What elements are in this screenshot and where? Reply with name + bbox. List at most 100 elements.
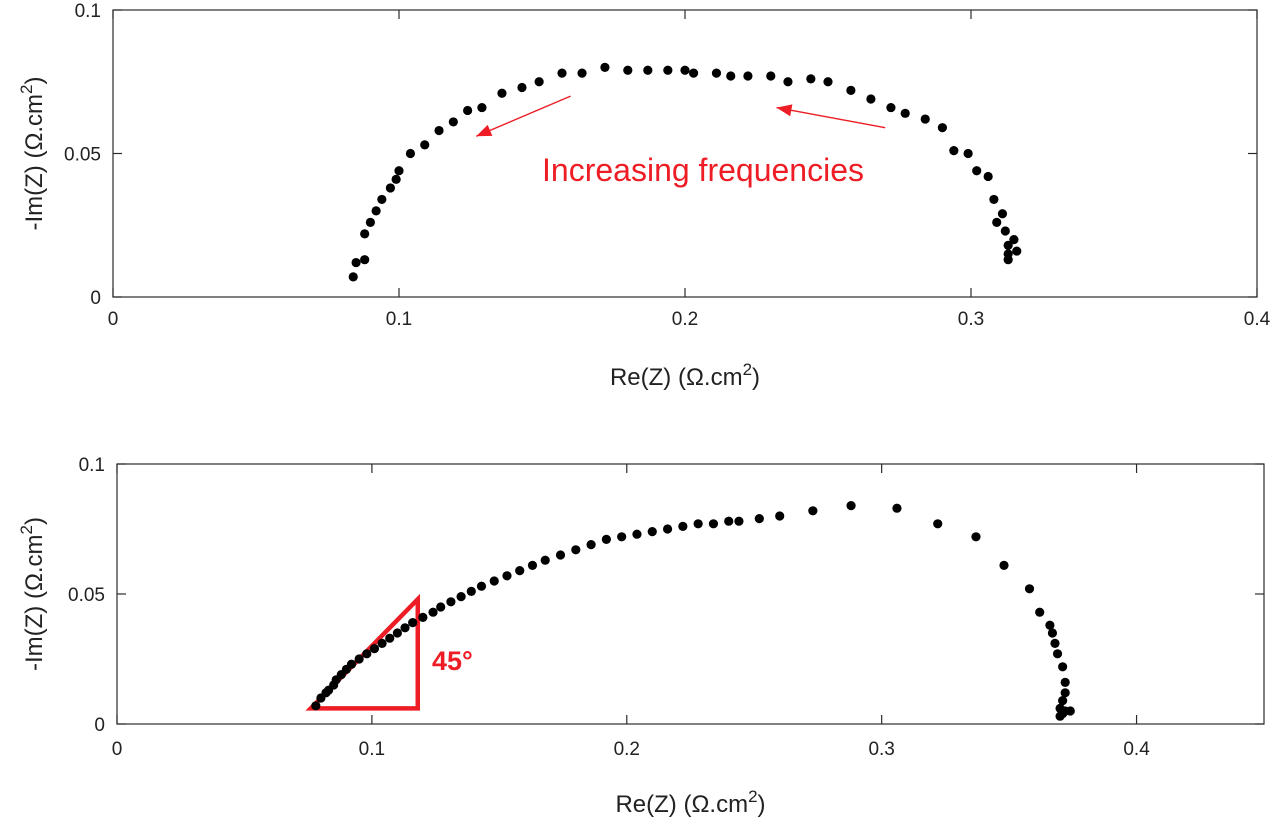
data-point (420, 140, 430, 150)
x-axis-label: Re(Z) (Ω.cm2) (610, 360, 760, 391)
top-chart: 0 0.1 0.2 0.3 0.4 0 0.05 0.1 Re(Z) (Ω.cm2) -Im(Z)… (17, 1, 1271, 391)
data-point (892, 503, 902, 513)
data-point (1060, 677, 1070, 688)
data-point (754, 514, 764, 524)
data-point (783, 77, 793, 87)
y-axis-label: -Im(Z) (Ω.cm2) (17, 517, 48, 671)
data-point (418, 612, 428, 623)
data-point (311, 701, 321, 711)
data-point (377, 638, 387, 649)
data-point (385, 183, 396, 193)
data-point (989, 194, 999, 205)
data-point (920, 114, 930, 124)
y-tick-label: 0.05 (68, 585, 105, 606)
data-point (527, 560, 538, 571)
data-point (466, 586, 476, 597)
data-point (1045, 620, 1055, 630)
data-point (726, 71, 736, 81)
angle-label: 45° (432, 646, 473, 676)
data-point (463, 105, 473, 116)
data-point (806, 74, 816, 84)
data-point (647, 527, 657, 537)
data-point (623, 65, 633, 75)
data-point (391, 174, 401, 184)
frequency-arrow (776, 106, 886, 129)
data-point (351, 257, 361, 268)
data-point (711, 68, 722, 78)
x-tick-label: 0.2 (672, 309, 698, 330)
data-point (866, 94, 876, 104)
data-point (502, 571, 512, 581)
data-point (693, 519, 703, 529)
data-point (617, 532, 627, 542)
data-point (808, 506, 818, 516)
data-point (1003, 255, 1013, 265)
data-point (775, 511, 785, 521)
data-point (1024, 584, 1035, 594)
x-tick-label: 0.1 (386, 309, 412, 330)
data-point (394, 166, 404, 176)
bottom-chart: 0 0.1 0.2 0.3 0.4 0 0.05 0.1 Re(Z) (Ω.cm2) -Im(Z)… (17, 455, 1265, 818)
data-point (734, 516, 744, 526)
data-point (346, 659, 357, 669)
data-point (1050, 638, 1060, 649)
data-point (362, 649, 372, 659)
data-point (724, 516, 734, 526)
plot-frame (112, 9, 1258, 298)
data-point (456, 592, 466, 602)
data-point (992, 217, 1002, 227)
data-point (571, 545, 581, 555)
data-point (823, 77, 833, 87)
data-point (1058, 709, 1068, 719)
data-point (1060, 688, 1070, 698)
data-point (448, 117, 458, 127)
x-tick-label: 0.1 (359, 739, 385, 760)
data-point (534, 77, 544, 87)
data-point (1065, 706, 1075, 716)
y-tick-label: 0 (94, 715, 105, 736)
data-point (1000, 226, 1010, 236)
data-point (348, 272, 358, 282)
data-point (540, 555, 550, 565)
data-point (662, 524, 673, 534)
data-point (371, 206, 381, 216)
data-point (900, 108, 910, 118)
data-point (632, 529, 642, 539)
x-tick-label: 0.3 (958, 309, 984, 330)
data-point (997, 209, 1008, 219)
x-axis-label: Re(Z) (Ω.cm2) (615, 787, 765, 818)
y-tick-label: 0.1 (79, 455, 105, 476)
data-point (972, 166, 982, 176)
arrow-head (776, 104, 793, 117)
data-point (643, 65, 653, 75)
data-point (971, 532, 981, 542)
data-point (688, 68, 699, 78)
data-point (360, 229, 370, 239)
data-point (405, 148, 416, 159)
arrow-head (476, 124, 493, 137)
data-point (1058, 662, 1068, 672)
data-point (886, 102, 896, 113)
data-point (766, 71, 776, 81)
y-axis-label: -Im(Z) (Ω.cm2) (17, 76, 48, 230)
data-point (515, 566, 525, 576)
data-point (365, 217, 375, 227)
x-tick-label: 0.3 (868, 739, 894, 760)
data-point (1047, 628, 1058, 638)
data-point (369, 644, 380, 654)
data-point (385, 633, 395, 643)
x-tick-label: 0 (112, 739, 123, 760)
data-point (846, 501, 856, 511)
data-point (680, 65, 690, 75)
x-tick-label: 0.4 (1123, 739, 1150, 760)
data-point (937, 123, 948, 133)
data-point (678, 521, 688, 532)
data-point (949, 146, 959, 156)
data-point (743, 71, 753, 81)
data-point (489, 576, 499, 586)
data-point (600, 62, 610, 72)
data-point (428, 607, 438, 617)
data-point (708, 519, 719, 529)
data-point (408, 618, 418, 628)
data-point (446, 597, 456, 607)
